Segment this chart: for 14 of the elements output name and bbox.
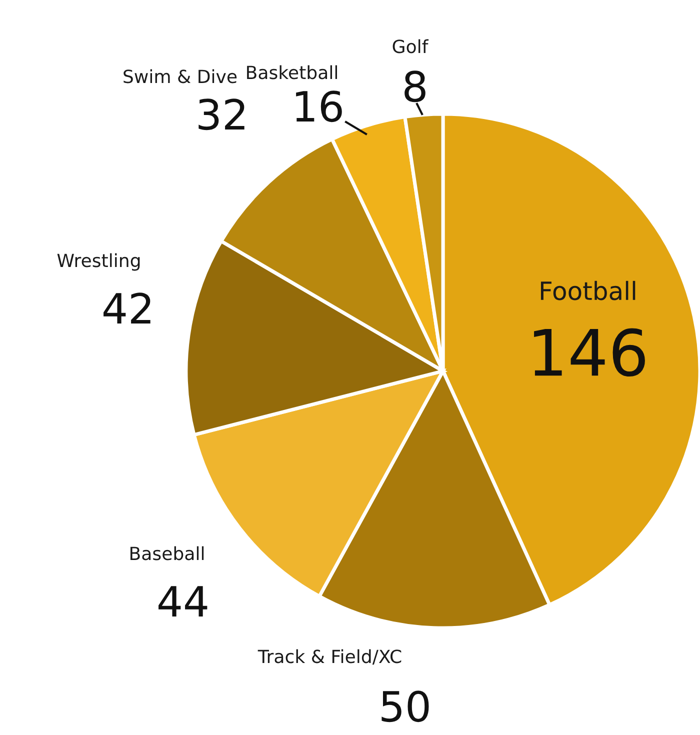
slice-label: Swim & Dive (124, 69, 237, 84)
data-label: 50 (382, 690, 429, 722)
slice-label: Basketball (247, 65, 338, 80)
slice-label: Track & Field/XC (258, 649, 402, 665)
data-label: 146 (534, 328, 645, 377)
slice-label: Golf (392, 39, 429, 54)
data-label: 8 (404, 70, 426, 102)
data-label: 32 (198, 98, 244, 130)
slice-label: Wrestling (57, 253, 140, 271)
slice-label: Baseball (130, 546, 204, 560)
data-label: 16 (296, 90, 342, 122)
slice-label: Football (540, 280, 636, 300)
data-label: 42 (104, 292, 150, 324)
data-label: 44 (158, 586, 208, 616)
